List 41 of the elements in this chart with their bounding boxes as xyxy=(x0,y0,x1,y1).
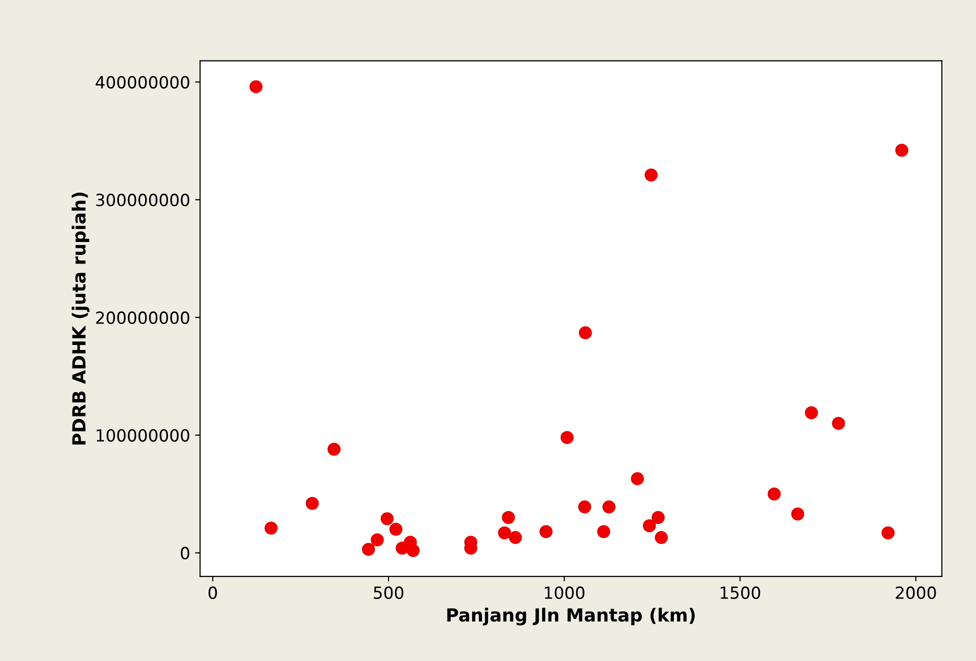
point xyxy=(597,525,610,538)
point xyxy=(249,80,262,94)
y-axis-title: PDRB ADHK (juta rupiah) xyxy=(72,192,90,444)
point xyxy=(406,544,420,557)
point xyxy=(602,500,616,514)
point xyxy=(508,531,522,544)
y-tick-label: 400000000 xyxy=(96,76,190,89)
point xyxy=(370,533,384,546)
point xyxy=(539,525,553,538)
x-axis-title: Panjang Jln Mantap (km) xyxy=(447,608,695,626)
point xyxy=(389,522,402,536)
x-tick-label: 1500 xyxy=(720,586,760,600)
point xyxy=(502,511,515,524)
point xyxy=(832,416,845,430)
x-tick-label: 2000 xyxy=(896,586,936,600)
point xyxy=(768,487,781,500)
point xyxy=(306,496,319,510)
y-tick-label: 300000000 xyxy=(96,194,190,206)
point xyxy=(578,326,592,340)
x-tick-label: 500 xyxy=(374,586,404,600)
point xyxy=(652,511,665,524)
point xyxy=(328,442,341,456)
point xyxy=(791,508,804,521)
point xyxy=(362,542,375,556)
point xyxy=(654,531,668,544)
point xyxy=(895,144,908,157)
y-tick-label: 200000000 xyxy=(96,311,190,324)
point xyxy=(578,500,592,514)
x-tick-label: 0 xyxy=(208,586,217,600)
point xyxy=(804,406,818,420)
y-tick-label: 0 xyxy=(180,546,190,560)
point xyxy=(264,522,278,535)
y-tick-label: 100000000 xyxy=(96,429,190,442)
point xyxy=(642,519,656,532)
point xyxy=(380,512,394,526)
x-tick-label: 1000 xyxy=(544,586,584,600)
point xyxy=(560,430,574,444)
point xyxy=(630,472,644,486)
point xyxy=(882,526,895,540)
point xyxy=(644,168,658,182)
point xyxy=(498,526,512,540)
